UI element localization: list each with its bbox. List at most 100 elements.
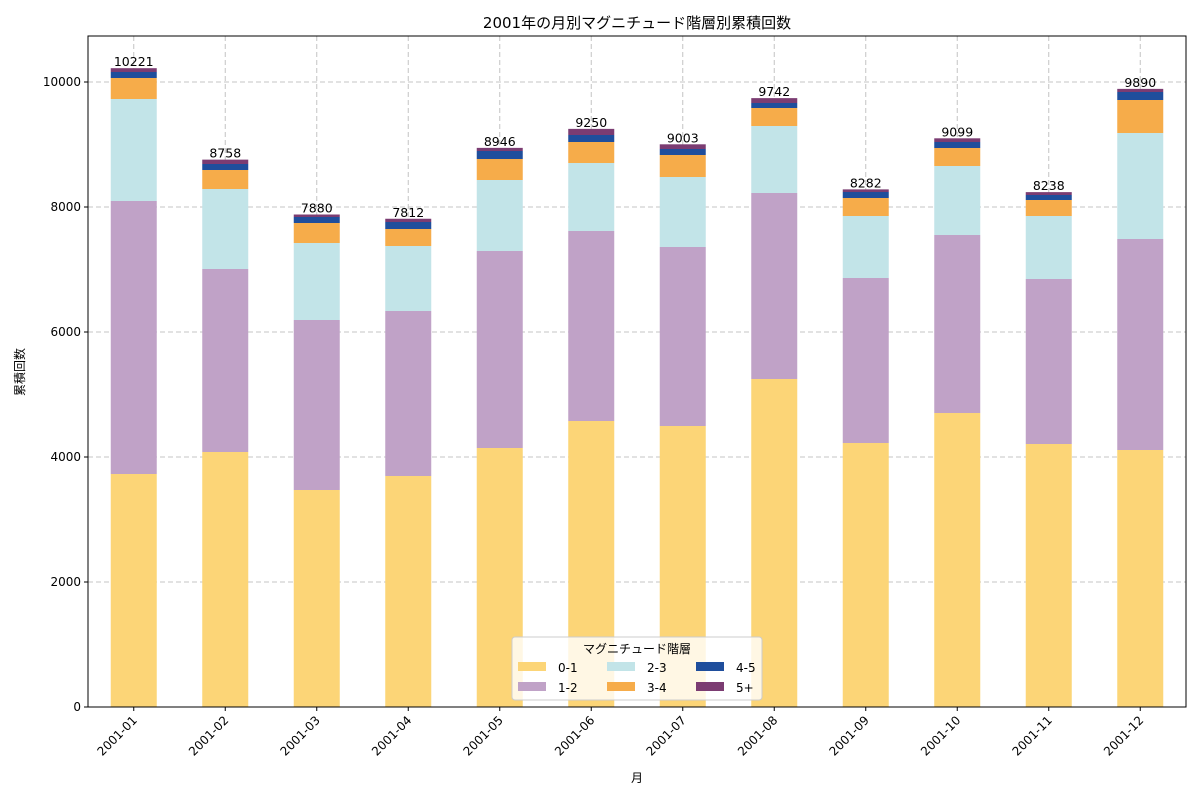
y-tick-label: 0 xyxy=(73,700,81,714)
bar-segment-3-4 xyxy=(476,159,523,180)
bar-segment-0-1 xyxy=(1025,444,1072,707)
bars xyxy=(110,68,1164,707)
bar-segment-1-2 xyxy=(110,201,157,474)
bar-segment-0-1 xyxy=(385,476,432,707)
bar-segment-3-4 xyxy=(202,170,249,189)
bar-segment-3-4 xyxy=(751,108,798,126)
legend: マグニチュード階層 0-1 1-2 2-3 3-4 4-5 5+ xyxy=(511,636,763,701)
bar-segment-0-1 xyxy=(934,413,981,707)
bar-segment-3-4 xyxy=(659,155,706,177)
bar-segment-1-2 xyxy=(1117,239,1164,450)
y-tick-label: 10000 xyxy=(43,75,81,89)
bar-segment-4-5 xyxy=(842,192,889,198)
bar-segment-3-4 xyxy=(293,223,340,243)
bar-segment-2-3 xyxy=(293,243,340,320)
bar-segment-4-5 xyxy=(751,103,798,108)
legend-swatch-5+ xyxy=(696,682,724,691)
total-label: 8946 xyxy=(484,134,516,149)
bar-segment-0-1 xyxy=(1117,450,1164,707)
bar-segment-5+ xyxy=(568,128,615,135)
legend-label: 4-5 xyxy=(736,661,756,675)
x-tick-label: 2001-01 xyxy=(95,713,140,758)
x-tick-label: 2001-12 xyxy=(1101,713,1146,758)
total-label: 9742 xyxy=(758,84,790,99)
total-label: 8282 xyxy=(850,175,882,190)
legend-label: 1-2 xyxy=(558,681,578,695)
x-tick-label: 2001-02 xyxy=(186,713,231,758)
plot-frame xyxy=(87,35,1187,708)
bar-segment-5+ xyxy=(202,159,249,164)
x-tick-label: 2001-08 xyxy=(735,713,780,758)
bar-segment-4-5 xyxy=(110,72,157,78)
bar-segment-0-1 xyxy=(202,452,249,707)
bar-segment-2-3 xyxy=(934,166,981,235)
bar-segment-2-3 xyxy=(659,177,706,247)
bar-segment-3-4 xyxy=(110,78,157,99)
bar-segment-1-2 xyxy=(751,193,798,379)
bar-segment-5+ xyxy=(842,189,889,192)
bar-segment-3-4 xyxy=(934,148,981,166)
y-tick-label: 8000 xyxy=(50,200,81,214)
total-label: 10221 xyxy=(114,54,154,69)
total-label: 9003 xyxy=(667,130,699,145)
bar-segment-4-5 xyxy=(385,222,432,229)
bar-segment-4-5 xyxy=(1025,195,1072,200)
bar-segment-2-3 xyxy=(476,180,523,251)
x-tick-label: 2001-07 xyxy=(644,713,689,758)
bar-segment-2-3 xyxy=(1117,133,1164,239)
bar-segment-5+ xyxy=(1117,88,1164,92)
legend-swatch-1-2 xyxy=(518,682,546,691)
y-axis-label: 累積回数 xyxy=(12,348,27,396)
x-tick-label: 2001-11 xyxy=(1010,713,1055,758)
legend-swatch-4-5 xyxy=(696,662,724,671)
legend-label: 2-3 xyxy=(647,661,667,675)
x-tick-label: 2001-05 xyxy=(461,713,506,758)
bar-segment-5+ xyxy=(1025,192,1072,195)
bar-segment-4-5 xyxy=(659,149,706,155)
bar-segment-4-5 xyxy=(476,151,523,159)
bar-segment-2-3 xyxy=(568,163,615,231)
total-label: 9890 xyxy=(1124,75,1156,90)
bar-segment-0-1 xyxy=(293,490,340,707)
chart-title: 2001年の月別マグニチュード階層別累積回数 xyxy=(483,14,791,32)
x-tick-label: 2001-06 xyxy=(552,713,597,758)
y-tick-label: 2000 xyxy=(50,575,81,589)
x-tick-label: 2001-03 xyxy=(278,713,323,758)
bar-segment-4-5 xyxy=(934,142,981,148)
bar-segment-4-5 xyxy=(1117,92,1164,100)
bar-segment-1-2 xyxy=(293,320,340,490)
x-tick-label: 2001-09 xyxy=(827,713,872,758)
legend-swatch-0-1 xyxy=(518,662,546,671)
total-label: 8758 xyxy=(209,146,241,161)
bar-segment-2-3 xyxy=(385,246,432,311)
total-label: 8238 xyxy=(1033,178,1065,193)
bar-segment-4-5 xyxy=(568,135,615,142)
y-tick-label: 4000 xyxy=(50,450,81,464)
legend-swatch-3-4 xyxy=(607,682,635,691)
bar-segment-5+ xyxy=(751,98,798,103)
total-label: 7812 xyxy=(392,205,424,220)
legend-label: 3-4 xyxy=(647,681,667,695)
legend-label: 0-1 xyxy=(558,661,578,675)
bar-segment-3-4 xyxy=(385,229,432,246)
bar-segment-3-4 xyxy=(568,142,615,163)
bar-segment-2-3 xyxy=(842,216,889,278)
bar-segment-1-2 xyxy=(934,235,981,413)
bar-segment-1-2 xyxy=(1025,279,1072,444)
bar-segment-1-2 xyxy=(842,278,889,443)
bar-segment-1-2 xyxy=(568,231,615,421)
total-label: 7880 xyxy=(301,201,333,216)
x-axis-label: 月 xyxy=(631,771,643,785)
x-tick-label: 2001-04 xyxy=(369,713,414,758)
bar-segment-5+ xyxy=(110,68,157,72)
bar-segment-0-1 xyxy=(842,443,889,707)
y-tick-label: 6000 xyxy=(50,325,81,339)
total-label: 9099 xyxy=(941,124,973,139)
bar-segment-2-3 xyxy=(202,189,249,269)
legend-swatch-2-3 xyxy=(607,662,635,671)
bar-segment-1-2 xyxy=(202,269,249,452)
bar-segment-2-3 xyxy=(110,99,157,201)
legend-label: 5+ xyxy=(736,681,754,695)
bar-segment-5+ xyxy=(476,147,523,151)
